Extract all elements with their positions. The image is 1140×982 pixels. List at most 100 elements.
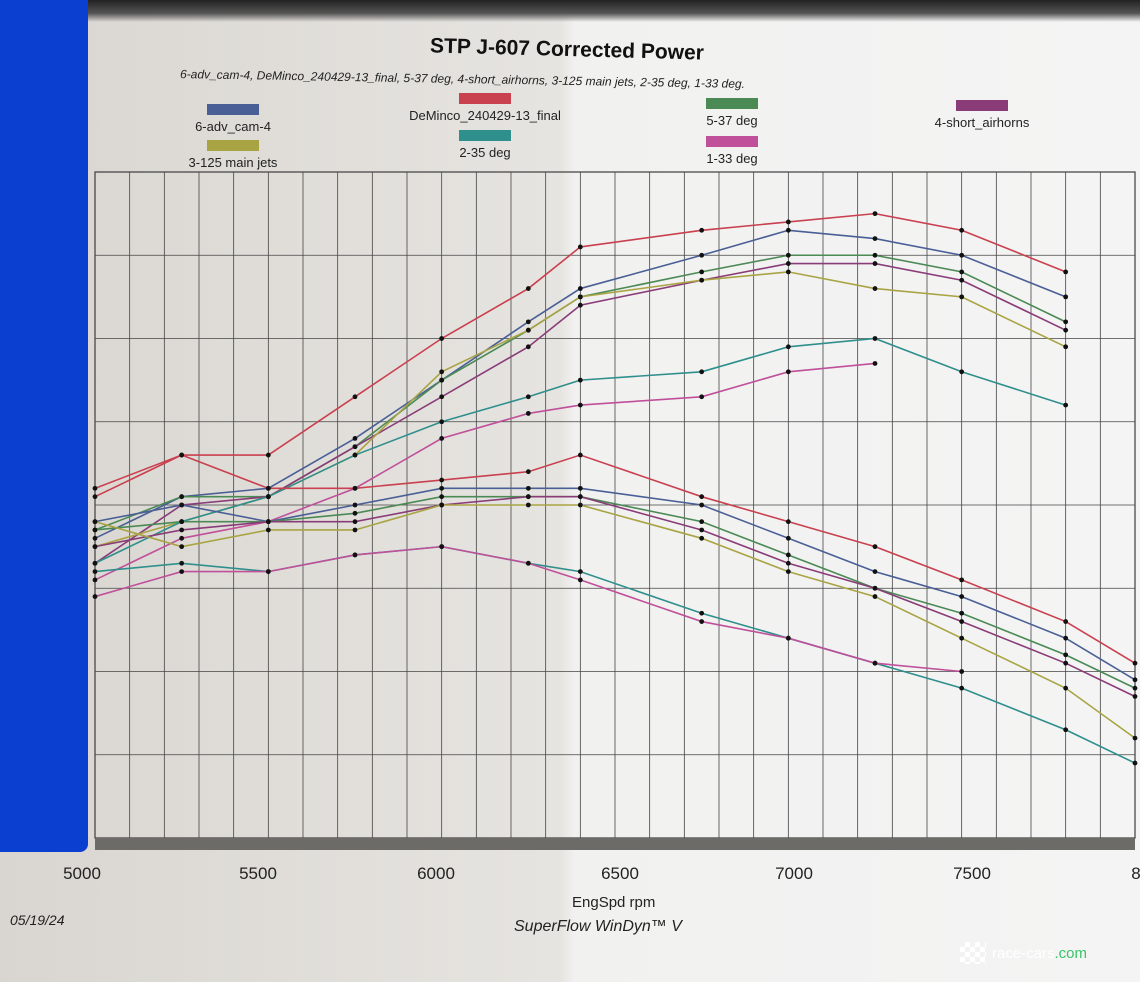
data-point xyxy=(959,610,965,616)
watermark-name: race-cars xyxy=(992,944,1055,962)
legend-swatch xyxy=(706,136,758,147)
legend-label: 2-35 deg xyxy=(459,145,511,160)
data-point xyxy=(352,436,358,441)
data-point xyxy=(352,510,358,516)
data-point xyxy=(785,535,791,541)
blue-tape xyxy=(0,0,88,852)
legend-item: 1-33 deg xyxy=(647,136,817,166)
data-point xyxy=(872,336,878,341)
data-point xyxy=(179,494,185,500)
legend-label: 3-125 main jets xyxy=(188,155,278,170)
data-point xyxy=(699,535,705,541)
data-point xyxy=(872,569,878,574)
legend-item: 6-adv_cam-4 xyxy=(148,104,318,134)
data-point xyxy=(785,269,791,275)
data-point xyxy=(1063,319,1069,325)
data-point xyxy=(959,277,965,283)
data-point xyxy=(92,485,98,491)
data-point xyxy=(872,261,878,266)
data-point xyxy=(959,594,965,599)
data-point xyxy=(872,211,878,217)
data-point xyxy=(525,394,531,400)
legend-swatch xyxy=(207,140,259,151)
data-point xyxy=(872,660,878,666)
data-point xyxy=(1063,327,1069,333)
data-point xyxy=(577,485,583,491)
data-point xyxy=(179,519,185,525)
background-edge xyxy=(0,0,1140,22)
x-tick-label: 6500 xyxy=(601,864,639,883)
series-line xyxy=(94,337,1066,564)
data-point xyxy=(265,485,271,491)
data-point xyxy=(265,519,271,525)
data-point xyxy=(577,244,583,250)
data-point xyxy=(1132,660,1138,666)
data-point xyxy=(577,494,583,500)
x-axis-label: EngSpd rpm xyxy=(572,894,656,911)
data-point xyxy=(785,635,791,641)
x-tick-label: 5000 xyxy=(63,864,101,883)
data-point xyxy=(352,485,358,491)
data-point xyxy=(785,344,791,350)
data-point xyxy=(525,327,531,333)
data-point xyxy=(699,369,705,375)
print-date: 05/19/24 xyxy=(10,912,65,928)
data-point xyxy=(872,236,878,242)
data-point xyxy=(699,610,705,616)
data-point xyxy=(525,502,531,508)
data-point xyxy=(699,619,705,624)
data-point xyxy=(577,569,583,574)
data-point xyxy=(699,519,705,525)
series-line xyxy=(94,362,876,581)
data-point xyxy=(92,577,98,583)
data-point xyxy=(959,294,965,300)
data-point xyxy=(352,444,358,450)
data-point xyxy=(872,361,878,366)
data-point xyxy=(525,411,531,416)
data-point xyxy=(785,227,791,233)
data-point xyxy=(352,502,358,508)
checkered-flag-icon xyxy=(960,942,986,964)
data-point xyxy=(1063,652,1069,658)
data-point xyxy=(785,519,791,525)
data-point xyxy=(352,394,358,400)
data-point xyxy=(699,502,705,508)
data-point xyxy=(1063,685,1069,691)
data-point xyxy=(439,377,445,383)
data-point xyxy=(699,269,705,275)
data-point xyxy=(577,377,583,383)
data-point xyxy=(959,577,965,583)
data-point xyxy=(959,619,965,624)
data-point xyxy=(179,544,185,550)
legend-swatch xyxy=(459,93,511,104)
data-point xyxy=(699,252,705,258)
data-point xyxy=(577,452,583,458)
data-point xyxy=(1063,344,1069,350)
watermark-suffix: .com xyxy=(1054,944,1088,962)
data-point xyxy=(785,369,791,375)
data-point xyxy=(959,269,965,275)
data-point xyxy=(699,227,705,233)
data-point xyxy=(179,535,185,541)
legend-swatch xyxy=(956,100,1008,111)
data-point xyxy=(699,494,705,500)
data-point xyxy=(525,344,531,350)
data-point xyxy=(577,502,583,508)
data-point xyxy=(352,552,358,558)
data-point xyxy=(439,419,445,425)
data-point xyxy=(439,394,445,400)
data-point xyxy=(872,286,878,291)
data-point xyxy=(785,560,791,566)
data-point xyxy=(1132,735,1138,741)
legend-item: 3-125 main jets xyxy=(148,140,318,170)
data-point xyxy=(525,286,531,291)
data-point xyxy=(179,560,185,566)
series-line xyxy=(94,229,1066,540)
legend-swatch xyxy=(706,98,758,109)
data-point xyxy=(439,477,445,483)
legend-swatch xyxy=(459,130,511,141)
legend-label: 4-short_airhorns xyxy=(934,115,1030,130)
data-point xyxy=(699,527,705,533)
